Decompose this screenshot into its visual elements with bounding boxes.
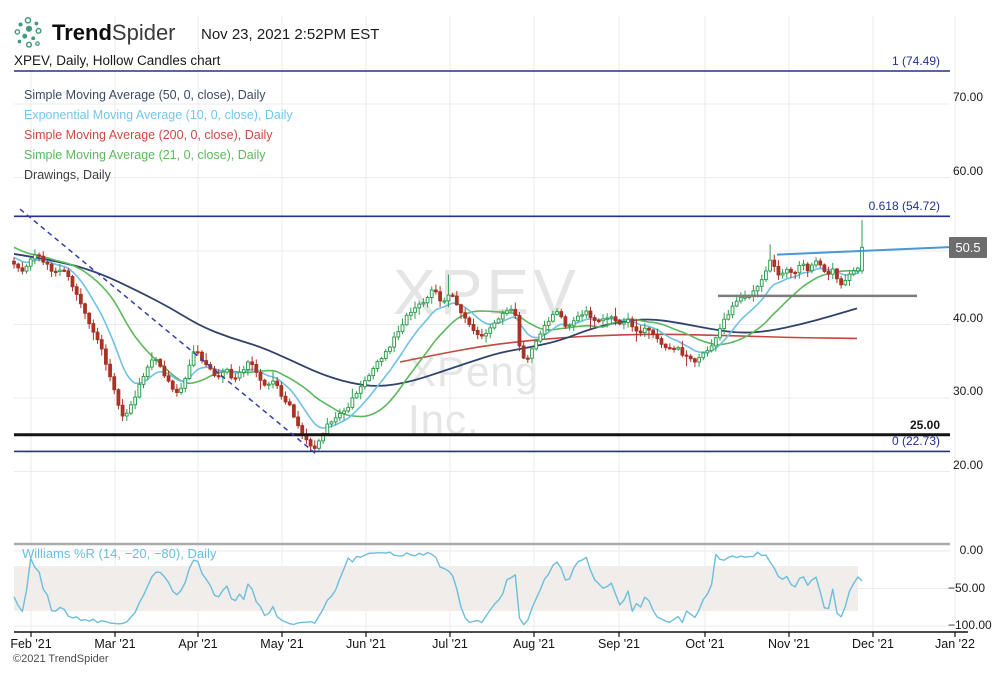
- time-axis-label: Jul '21: [432, 637, 468, 651]
- williams-r-axis-label: 0.00: [959, 543, 983, 557]
- legend-item-3[interactable]: Simple Moving Average (21, 0, close), Da…: [24, 148, 266, 162]
- williams-r-axis-label: −100.00: [948, 618, 992, 632]
- time-axis-label: Jun '21: [346, 637, 386, 651]
- time-axis-label: Mar '21: [94, 637, 136, 651]
- williams-r-axis-label: −50.00: [948, 580, 986, 595]
- time-axis-label: Aug '21: [512, 637, 555, 651]
- price-axis-label: 30.00: [952, 384, 983, 398]
- indicator-legend: Simple Moving Average (50, 0, close), Da…: [24, 85, 293, 185]
- last-price-badge: 50.5: [949, 236, 987, 258]
- time-axis-label: May '21: [260, 637, 304, 651]
- legend-item-4[interactable]: Drawings, Daily: [24, 168, 111, 182]
- chart-datetime: Nov 23, 2021 2:52PM EST: [201, 26, 380, 43]
- chart-title: XPEV, Daily, Hollow Candles chart: [14, 53, 221, 68]
- price-axis-label: 40.00: [952, 310, 983, 325]
- legend-item-0[interactable]: Simple Moving Average (50, 0, close), Da…: [24, 88, 266, 102]
- price-level-label: 0 (22.73): [891, 434, 940, 449]
- price-axis-label: 60.00: [952, 163, 983, 178]
- time-axis-label: Sep '21: [597, 637, 640, 651]
- time-axis-label: Nov '21: [768, 637, 810, 651]
- price-level-label: 25.00: [909, 417, 940, 432]
- legend-item-2[interactable]: Simple Moving Average (200, 0, close), D…: [24, 128, 273, 142]
- price-axis-label: 20.00: [952, 457, 983, 472]
- time-axis-label: Feb '21: [10, 637, 52, 651]
- price-level-label: 0.618 (54.72): [868, 199, 940, 214]
- trendspider-logo-text: TrendSpider: [52, 20, 176, 45]
- legend-item-1[interactable]: Exponential Moving Average (10, 0, close…: [24, 108, 293, 122]
- time-axis-label: Dec '21: [852, 637, 894, 651]
- time-axis-label: Apr '21: [178, 637, 218, 651]
- williams-r-label: Williams %R (14, −20, −80), Daily: [22, 546, 217, 561]
- price-level-label: 1 (74.49): [891, 53, 940, 68]
- trendspider-logo: TrendSpider: [12, 15, 176, 51]
- trendspider-logo-icon: [14, 17, 42, 48]
- time-axis-label: Jan '22: [935, 637, 975, 651]
- price-axis-label: 70.00: [952, 90, 983, 104]
- copyright-footer: ©2021 TrendSpider: [13, 653, 109, 665]
- time-axis-label: Oct '21: [685, 637, 725, 651]
